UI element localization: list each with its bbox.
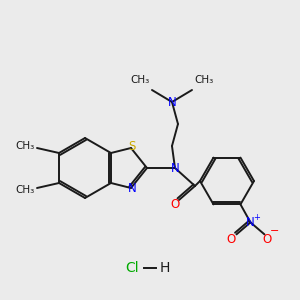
Text: O: O [263,233,272,246]
Text: CH₃: CH₃ [131,75,150,85]
Text: H: H [160,261,170,275]
Text: CH₃: CH₃ [16,185,35,195]
Text: O: O [170,199,180,212]
Text: CH₃: CH₃ [16,141,35,151]
Text: N: N [246,216,255,229]
Text: Cl: Cl [125,261,139,275]
Text: S: S [128,140,136,154]
Text: −: − [270,226,279,236]
Text: N: N [168,95,176,109]
Text: CH₃: CH₃ [194,75,213,85]
Text: N: N [128,182,136,196]
Text: N: N [171,161,179,175]
Text: O: O [227,233,236,246]
Text: +: + [253,213,260,222]
